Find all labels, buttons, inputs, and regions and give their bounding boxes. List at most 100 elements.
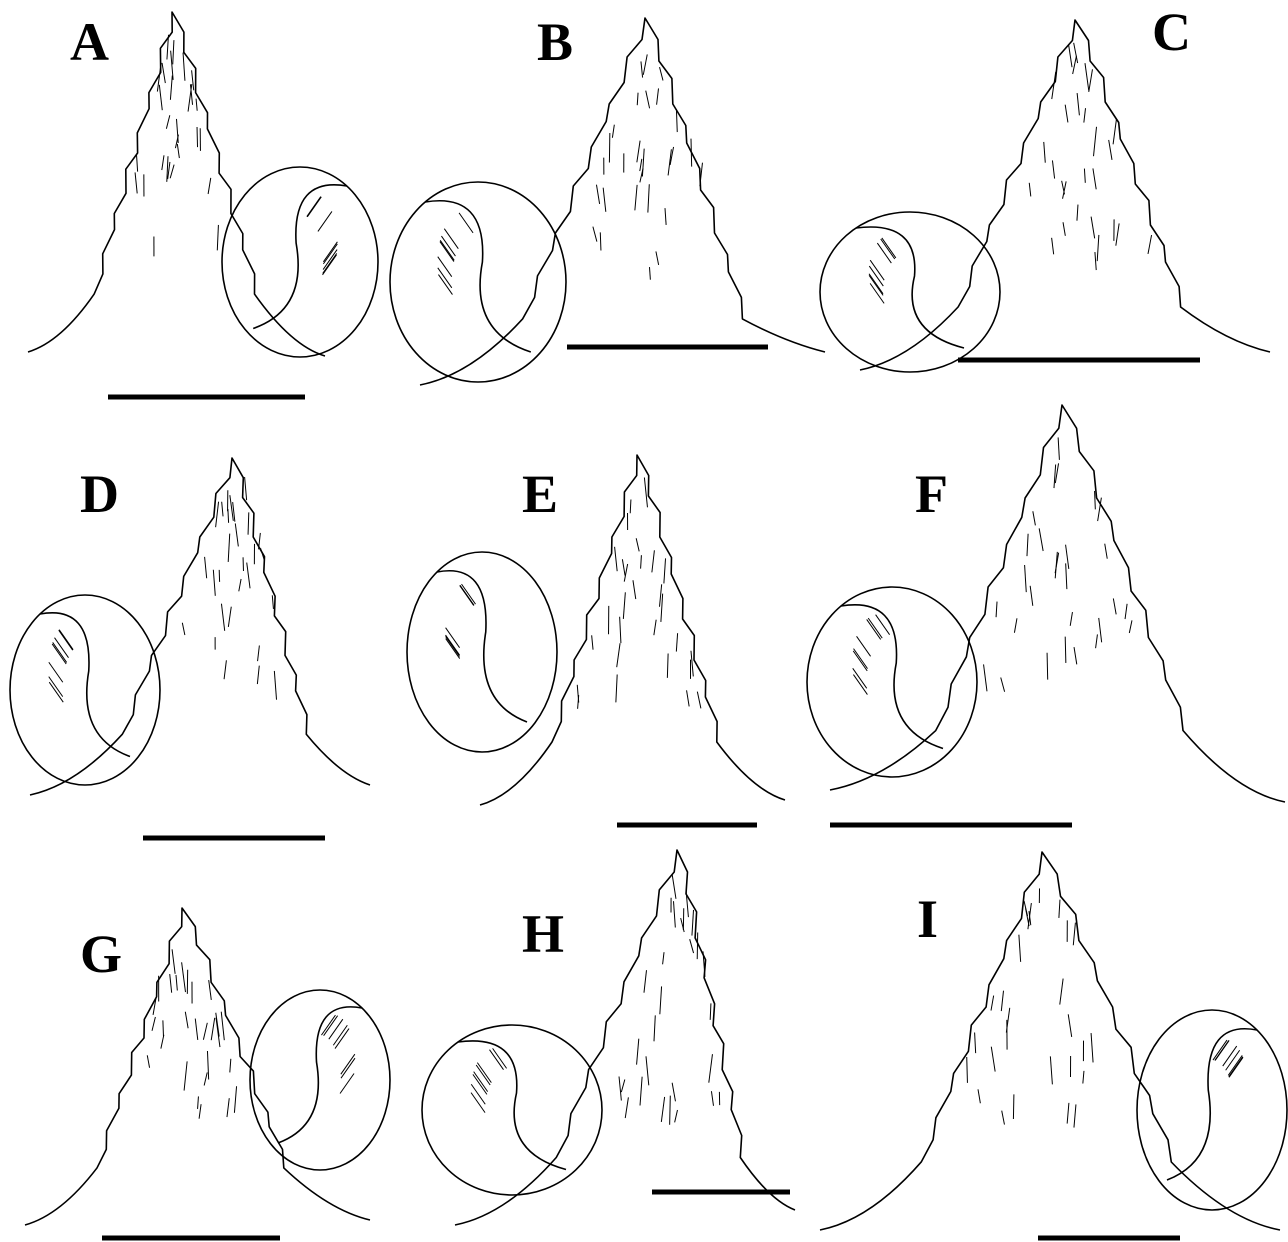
seta <box>1073 56 1077 74</box>
seta <box>1074 647 1077 664</box>
lobe-seta <box>438 257 452 277</box>
seta <box>648 184 649 212</box>
seta <box>172 949 175 973</box>
seta <box>654 1015 655 1041</box>
seta <box>996 602 997 618</box>
seta <box>1070 612 1072 626</box>
seta <box>217 225 218 250</box>
seta <box>222 502 223 517</box>
seta <box>636 538 639 551</box>
lobe <box>422 1025 602 1195</box>
seta <box>1001 991 1003 1011</box>
seta <box>644 478 647 508</box>
seta <box>659 584 661 606</box>
seta <box>1105 544 1108 559</box>
lobe-seta <box>446 639 460 659</box>
lobe-seta <box>1229 1057 1243 1077</box>
seta <box>163 1020 164 1036</box>
outline <box>860 20 1270 370</box>
seta <box>224 660 226 679</box>
seta <box>245 477 247 500</box>
lobe <box>1137 1010 1287 1210</box>
seta <box>1063 222 1065 236</box>
seta <box>230 495 233 521</box>
seta <box>166 115 169 128</box>
panel: E <box>407 455 785 825</box>
lobe-seta <box>459 213 473 233</box>
lobe-seta <box>444 229 458 249</box>
seta <box>1039 528 1043 551</box>
lobe-inner-line <box>425 201 531 352</box>
seta <box>230 1059 231 1073</box>
lobe-seta <box>471 1084 485 1104</box>
seta <box>207 1051 208 1079</box>
seta <box>633 580 636 599</box>
seta <box>592 635 593 649</box>
seta <box>691 651 693 677</box>
seta <box>205 557 207 578</box>
seta <box>1084 169 1085 183</box>
seta <box>641 61 643 77</box>
seta <box>235 523 238 546</box>
seta <box>162 155 164 170</box>
outline <box>420 18 825 385</box>
lobe-inner-line <box>458 1041 566 1170</box>
seta <box>1095 491 1096 509</box>
seta <box>654 620 656 635</box>
lobe-seta <box>438 275 452 295</box>
seta <box>620 617 621 643</box>
seta <box>621 1080 624 1093</box>
lobe-seta <box>440 240 454 260</box>
seta <box>670 1096 671 1125</box>
seta <box>615 547 618 571</box>
seta <box>1025 565 1027 592</box>
lobe <box>390 182 566 382</box>
seta <box>203 1023 207 1040</box>
seta <box>667 653 668 677</box>
lobe-seta <box>52 644 66 664</box>
seta <box>630 500 631 514</box>
seta <box>1073 923 1075 946</box>
seta <box>182 962 186 992</box>
lobe-seta <box>471 1093 485 1113</box>
seta <box>1093 168 1096 189</box>
seta <box>208 178 211 194</box>
seta <box>204 1072 207 1085</box>
lobe-seta <box>1228 1055 1242 1075</box>
seta <box>1095 252 1096 270</box>
seta <box>1067 1103 1069 1124</box>
seta <box>664 558 666 583</box>
seta <box>228 509 229 523</box>
seta <box>182 623 185 635</box>
lobe-seta <box>857 636 871 656</box>
seta <box>1065 105 1068 123</box>
seta <box>184 1061 187 1090</box>
seta <box>1024 901 1028 916</box>
lobe-seta <box>335 1029 349 1049</box>
seta <box>257 666 259 684</box>
seta <box>643 54 647 74</box>
seta <box>1066 563 1067 589</box>
panel-label: D <box>80 464 119 524</box>
lobe-inner-line <box>278 1007 362 1143</box>
seta <box>676 633 677 651</box>
lobe-seta <box>877 243 891 263</box>
seta <box>177 144 179 158</box>
seta <box>159 85 162 110</box>
seta <box>234 1086 236 1113</box>
seta <box>211 1018 214 1040</box>
seta <box>162 63 165 83</box>
seta <box>161 1035 164 1049</box>
lobe-seta <box>853 668 867 688</box>
seta <box>1074 1104 1076 1127</box>
seta <box>1044 142 1046 163</box>
seta <box>637 93 638 106</box>
seta <box>637 141 640 163</box>
seta <box>622 559 625 575</box>
seta <box>199 1104 201 1119</box>
panel: H <box>422 850 795 1225</box>
seta <box>1027 534 1028 556</box>
seta <box>623 592 625 619</box>
seta <box>697 692 701 709</box>
seta <box>1052 160 1054 178</box>
